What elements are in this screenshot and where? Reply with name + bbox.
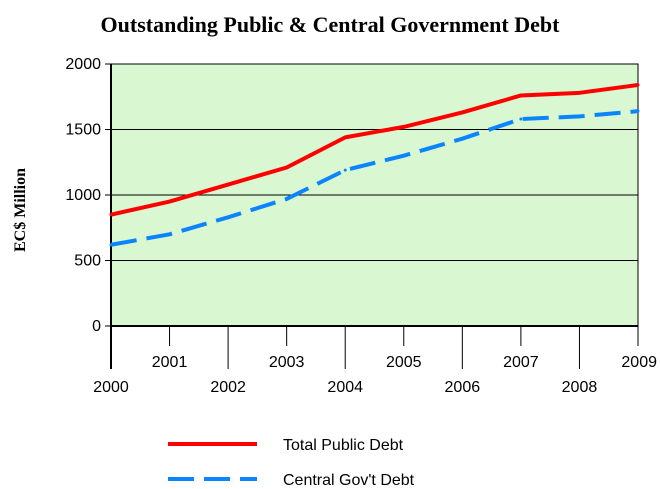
x-tick-label: 2001 [152,354,188,371]
x-tick-label: 2002 [210,379,246,396]
x-tick-label: 2004 [327,379,363,396]
data-point [343,135,347,139]
data-point [226,183,230,187]
data-point [460,110,464,114]
data-point [402,154,406,158]
y-tick-label: 1500 [65,122,101,139]
series-lines [109,82,640,247]
data-point [519,93,523,97]
data-point [577,114,581,118]
data-point [168,200,172,204]
chart-title: Outstanding Public & Central Government … [100,12,560,37]
x-tick-label: 2005 [386,354,422,371]
x-tick-label: 2008 [562,379,598,396]
series-line [110,82,639,217]
data-point [109,243,113,247]
series-line [110,109,639,247]
data-point [226,215,230,219]
data-point [285,165,289,169]
data-point [109,213,113,217]
data-point [168,232,172,236]
data-point [577,91,581,95]
data-point [343,168,347,172]
data-point [636,109,640,113]
y-tick-label: 0 [92,318,101,335]
y-tick-labels: 0 500 1000 1500 2000 [65,56,111,335]
x-tick-label: 2003 [269,354,305,371]
x-tick-label: 2006 [445,379,481,396]
x-tick-labels: 2000 2001 2002 2003 2004 2005 2006 2007 2008 2009 [93,326,657,396]
data-point [519,117,523,121]
y-tick-label: 500 [74,253,101,270]
y-tick-label: 2000 [65,56,101,73]
x-tick-label: 2007 [503,354,539,371]
legend: Total Public Debt Central Gov't Debt [168,437,415,489]
data-point [285,197,289,201]
data-point [636,83,640,87]
y-axis-label: EC$ Million [12,168,29,252]
data-point [402,125,406,129]
x-tick-label: 2000 [93,379,129,396]
legend-label: Central Gov't Debt [283,472,415,489]
axes [110,64,638,369]
y-tick-label: 1000 [65,187,101,204]
legend-label: Total Public Debt [283,437,404,454]
x-tick-label: 2009 [621,354,657,371]
data-point [460,137,464,141]
